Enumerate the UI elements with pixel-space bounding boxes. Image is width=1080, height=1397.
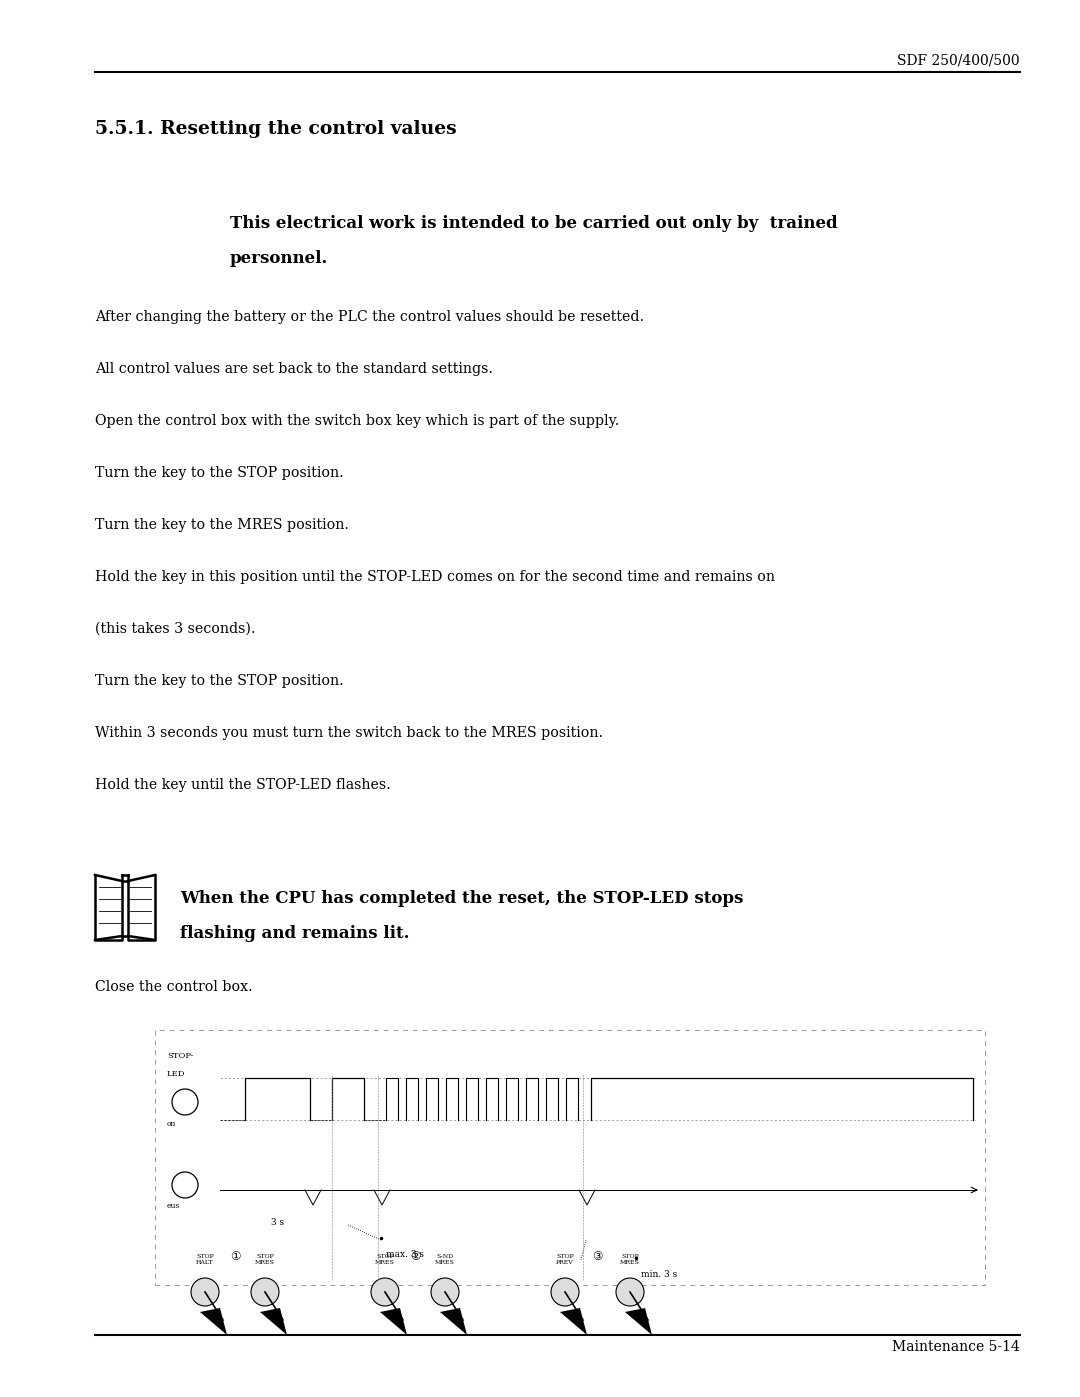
Text: Turn the key to the STOP position.: Turn the key to the STOP position. [95, 673, 343, 687]
Text: Hold the key in this position until the STOP-LED comes on for the second time an: Hold the key in this position until the … [95, 570, 775, 584]
Text: flashing and remains lit.: flashing and remains lit. [180, 925, 409, 942]
Text: Maintenance 5-14: Maintenance 5-14 [892, 1340, 1020, 1354]
Circle shape [372, 1278, 399, 1306]
Polygon shape [625, 1308, 652, 1336]
Text: 3 s: 3 s [271, 1218, 284, 1227]
Text: S-ND
MRES: S-ND MRES [435, 1255, 455, 1266]
Text: max. 3 s: max. 3 s [386, 1250, 424, 1259]
Text: ①: ① [230, 1250, 240, 1263]
Text: personnel.: personnel. [230, 250, 328, 267]
Text: STOP
MRES: STOP MRES [375, 1255, 395, 1266]
Polygon shape [380, 1308, 407, 1336]
Text: 5.5.1. Resetting the control values: 5.5.1. Resetting the control values [95, 120, 457, 138]
Text: min. 3 s: min. 3 s [642, 1270, 677, 1280]
Text: This electrical work is intended to be carried out only by  trained: This electrical work is intended to be c… [230, 215, 838, 232]
Circle shape [616, 1278, 644, 1306]
Circle shape [551, 1278, 579, 1306]
Text: ③: ③ [592, 1250, 603, 1263]
Text: STOP-: STOP- [167, 1052, 193, 1060]
Circle shape [431, 1278, 459, 1306]
Text: eus: eus [167, 1201, 180, 1210]
Polygon shape [440, 1308, 467, 1336]
Circle shape [191, 1278, 219, 1306]
Circle shape [172, 1172, 198, 1199]
Text: Hold the key until the STOP-LED flashes.: Hold the key until the STOP-LED flashes. [95, 778, 391, 792]
Text: STOP
PREV: STOP PREV [556, 1255, 573, 1266]
Text: ②: ② [409, 1250, 420, 1263]
Text: Turn the key to the MRES position.: Turn the key to the MRES position. [95, 518, 349, 532]
Text: When the CPU has completed the reset, the STOP-LED stops: When the CPU has completed the reset, th… [180, 890, 743, 907]
Text: Within 3 seconds you must turn the switch back to the MRES position.: Within 3 seconds you must turn the switc… [95, 726, 603, 740]
Text: All control values are set back to the standard settings.: All control values are set back to the s… [95, 362, 492, 376]
Text: STOP
MRES: STOP MRES [255, 1255, 275, 1266]
Text: on: on [167, 1120, 176, 1127]
Circle shape [251, 1278, 279, 1306]
FancyBboxPatch shape [156, 1030, 985, 1285]
Text: (this takes 3 seconds).: (this takes 3 seconds). [95, 622, 256, 636]
Text: LED: LED [167, 1070, 186, 1078]
Text: SDF 250/400/500: SDF 250/400/500 [897, 53, 1020, 67]
Text: STOP
MRES: STOP MRES [620, 1255, 640, 1266]
Text: Close the control box.: Close the control box. [95, 981, 253, 995]
Text: Open the control box with the switch box key which is part of the supply.: Open the control box with the switch box… [95, 414, 619, 427]
Circle shape [172, 1090, 198, 1115]
Polygon shape [561, 1308, 588, 1336]
Text: STOP
HALT: STOP HALT [197, 1255, 214, 1266]
Text: After changing the battery or the PLC the control values should be resetted.: After changing the battery or the PLC th… [95, 310, 644, 324]
Text: Turn the key to the STOP position.: Turn the key to the STOP position. [95, 467, 343, 481]
Polygon shape [260, 1308, 287, 1336]
Polygon shape [200, 1308, 227, 1336]
